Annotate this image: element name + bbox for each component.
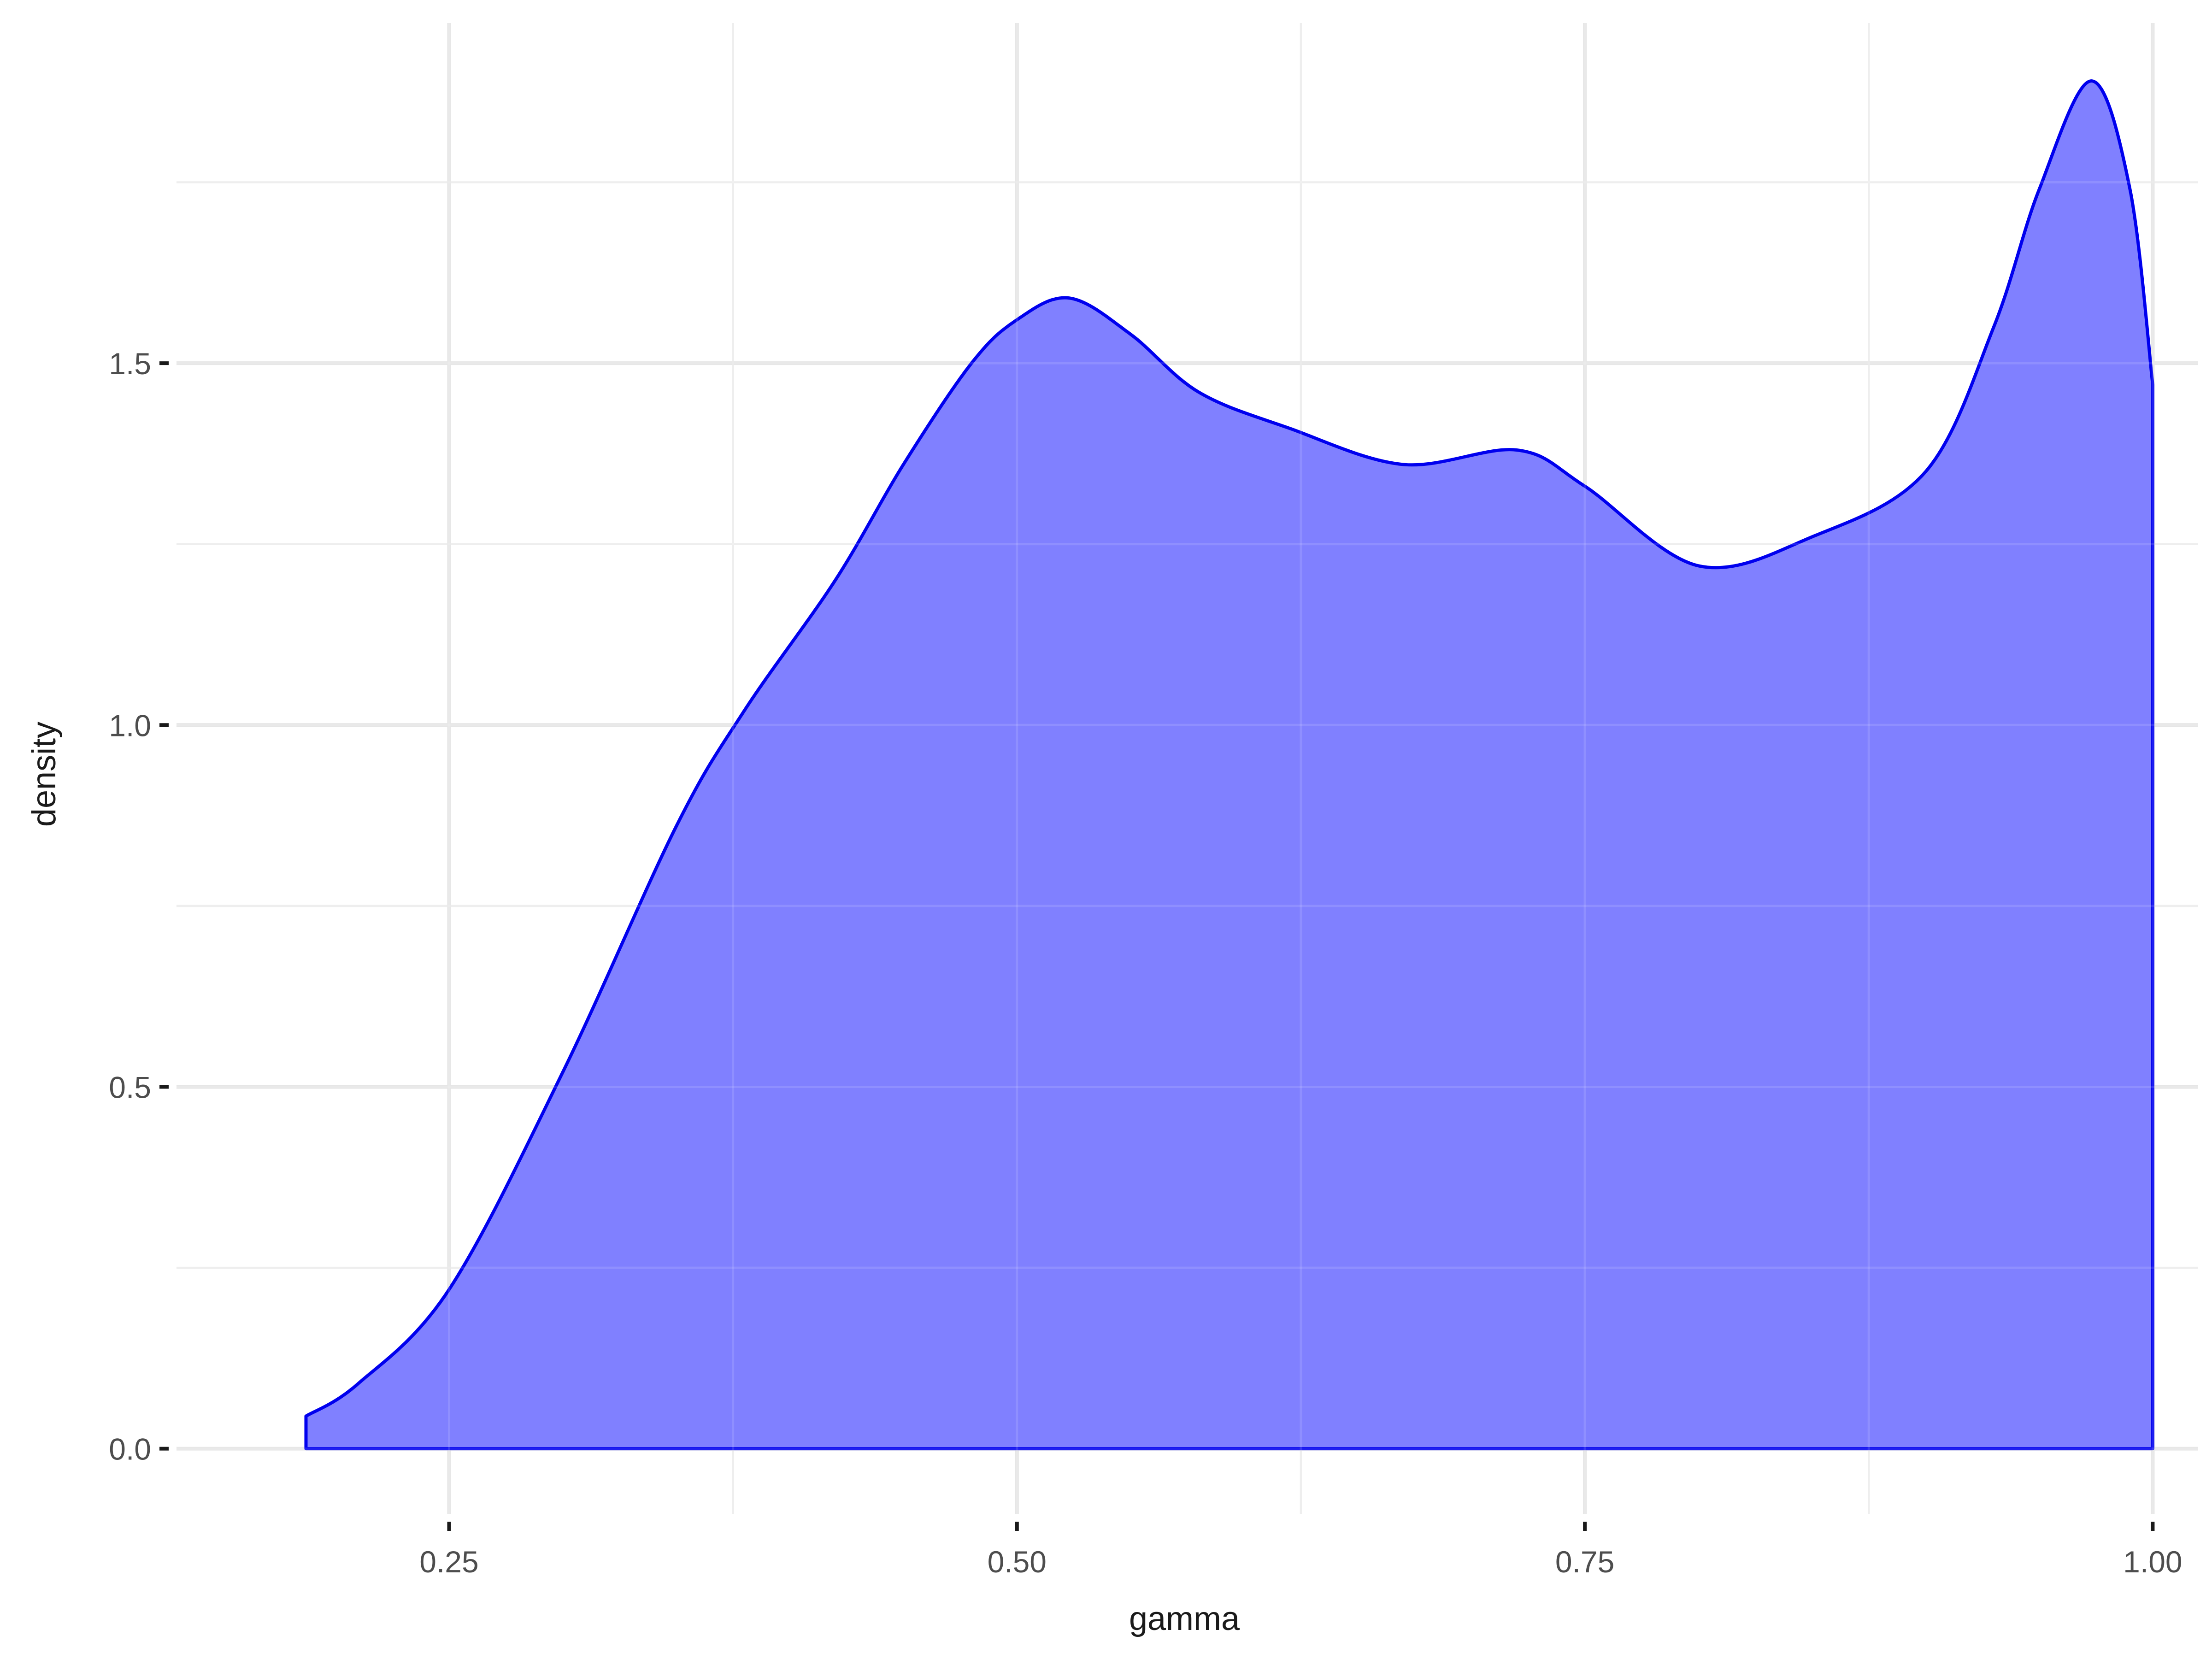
x-axis-tick-labels: 0.25 0.50 0.75 1.00 (419, 1545, 2182, 1579)
gridlines-overlay (176, 23, 2198, 1514)
y-tick-label: 1.0 (109, 708, 151, 742)
x-tick-label: 1.00 (2123, 1545, 2182, 1579)
x-tick-label: 0.75 (1555, 1545, 1614, 1579)
density-area (304, 79, 2154, 1451)
axis-ticks (159, 361, 2155, 1531)
y-tick-label: 0.0 (109, 1432, 151, 1466)
y-axis-tick-labels: 0.0 0.5 1.0 1.5 (109, 347, 151, 1466)
y-axis-title: density (26, 722, 63, 827)
y-tick-label: 0.5 (109, 1070, 151, 1104)
x-axis-title: gamma (1129, 1600, 1240, 1637)
y-tick-label: 1.5 (109, 347, 151, 381)
x-tick-label: 0.50 (988, 1545, 1047, 1579)
x-tick-label: 0.25 (419, 1545, 478, 1579)
